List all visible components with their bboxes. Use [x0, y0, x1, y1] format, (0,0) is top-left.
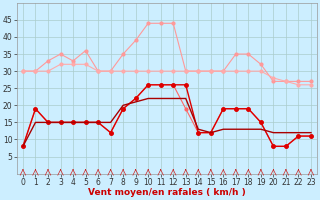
X-axis label: Vent moyen/en rafales ( km/h ): Vent moyen/en rafales ( km/h ) — [88, 188, 246, 197]
